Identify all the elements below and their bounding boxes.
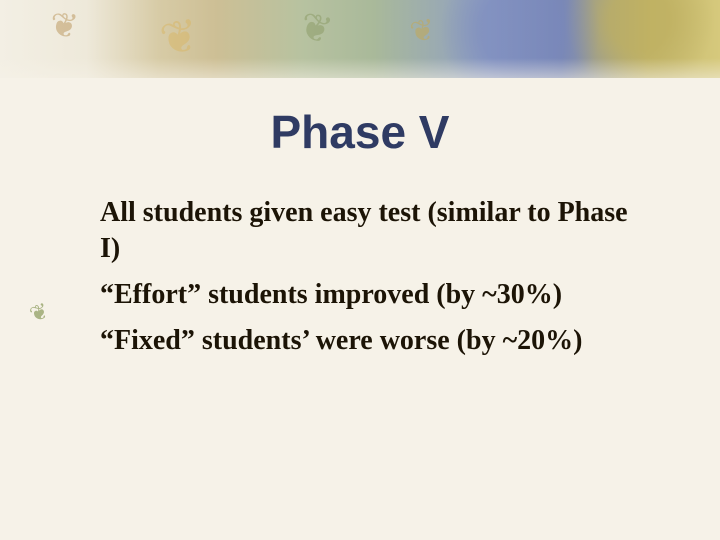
body-line: “Effort” students improved (by ~30%) xyxy=(100,277,640,313)
slide: ❦ ❦ ❦ ❦ Phase V All students given easy … xyxy=(0,0,720,540)
banner-fade xyxy=(0,58,720,98)
body-line: All students given easy test (similar to… xyxy=(100,195,640,267)
body-line: “Fixed” students’ were worse (by ~20%) xyxy=(100,323,640,359)
leaf-bullet-icon: ❦ xyxy=(26,298,52,329)
slide-body: All students given easy test (similar to… xyxy=(100,195,640,369)
slide-title: Phase V xyxy=(0,105,720,159)
